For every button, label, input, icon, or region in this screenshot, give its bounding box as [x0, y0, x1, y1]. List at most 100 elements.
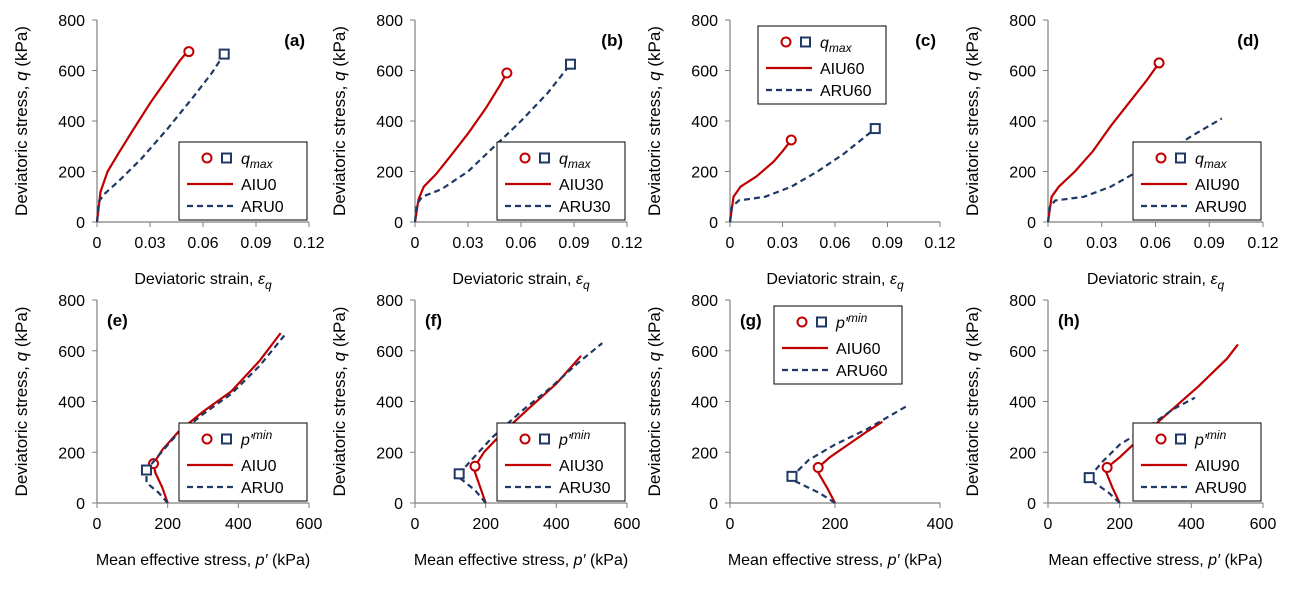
x-tick-label: 0.03	[767, 235, 798, 252]
legend-square-icon	[1175, 152, 1186, 164]
x-tick-label: 400	[1178, 516, 1205, 533]
legend-aiu-label: AIU90	[1195, 177, 1240, 194]
series-line-aiu30	[474, 355, 582, 504]
legend: qmax AIU30 ARU30	[496, 141, 626, 221]
legend-square-icon	[539, 433, 550, 445]
y-tick-label: 400	[1009, 395, 1036, 412]
panel-label: (a)	[284, 31, 305, 50]
panel-label: (e)	[107, 311, 128, 330]
x-tick-label: 0	[411, 235, 420, 252]
x-tick-label: 600	[296, 516, 323, 533]
y-tick-label: 600	[1009, 344, 1036, 361]
x-tick-label: 0.09	[240, 235, 271, 252]
series-line-aiu60	[817, 420, 883, 504]
y-tick-label: 400	[1009, 114, 1036, 131]
y-tick-label: 800	[58, 13, 85, 30]
panel-label: (f)	[425, 311, 442, 330]
panel-c: 0 200 400 600 800 0 0.03 0.06 0.09 0.12 Deviatoric…	[645, 13, 956, 292]
y-tick-label: 800	[691, 293, 718, 310]
marker-aru60	[869, 123, 881, 135]
x-tick-label: 0	[93, 235, 102, 252]
y-tick-label: 400	[376, 114, 403, 131]
y-tick-label: 0	[76, 496, 85, 513]
panel-label: (h)	[1058, 311, 1080, 330]
panel-f: 0 200 400 600 800 0 200 400 600 Deviatoric stress…	[330, 293, 640, 569]
legend: p′min AIU30 ARU30	[496, 422, 626, 502]
marker-aru90	[1083, 472, 1095, 484]
legend-circle-icon	[1155, 152, 1167, 164]
y-tick-label: 600	[376, 64, 403, 81]
x-tick-label: 0.12	[1247, 235, 1278, 252]
series-line-aiu0	[95, 50, 190, 223]
y-tick-label: 0	[394, 215, 403, 232]
x-tick-label: 0.06	[505, 235, 536, 252]
panel-label: (c)	[915, 31, 936, 50]
y-tick-label: 0	[709, 496, 718, 513]
y-tick-label: 400	[58, 114, 85, 131]
y-tick-label: 800	[691, 13, 718, 30]
x-tick-label: 0.06	[1140, 235, 1171, 252]
x-tick-label: 0.09	[1194, 235, 1225, 252]
y-tick-label: 800	[376, 13, 403, 30]
legend-circle-icon	[780, 36, 792, 48]
legend-marker-label: qmax	[241, 151, 274, 171]
series-line-aru60	[728, 127, 876, 223]
legend-aiu-label: AIU30	[559, 177, 604, 194]
legend-aiu-label: AIU30	[559, 458, 604, 475]
legend: qmax AIU0 ARU0	[178, 141, 308, 221]
legend-marker-label: qmax	[559, 151, 592, 171]
y-tick-label: 400	[376, 395, 403, 412]
series-line-aru60	[790, 405, 907, 504]
legend-square-icon	[221, 433, 232, 445]
legend-marker-label: p′min	[835, 311, 868, 332]
series-line-aru0	[95, 53, 226, 223]
marker-aiu0	[183, 46, 195, 58]
legend-aru-label: ARU30	[559, 480, 611, 497]
y-tick-label: 200	[58, 445, 85, 462]
y-axis-label: Deviatoric stress, q (kPa)	[963, 26, 982, 216]
x-tick-label: 0	[411, 516, 420, 533]
series-line-aiu0	[152, 332, 282, 504]
legend-aiu-label: AIU0	[241, 458, 277, 475]
legend-marker-label: p′min	[1194, 428, 1227, 449]
legend-box	[496, 422, 626, 502]
y-tick-label: 0	[709, 215, 718, 232]
x-tick-label: 200	[472, 516, 499, 533]
y-tick-label: 600	[1009, 64, 1036, 81]
x-tick-label: 0	[1044, 235, 1053, 252]
x-axis-label: Mean effective stress, p′ (kPa)	[1048, 552, 1262, 569]
y-tick-label: 200	[376, 165, 403, 182]
legend: qmax AIU60 ARU60	[757, 25, 887, 105]
marker-aru0	[140, 464, 152, 476]
y-tick-label: 200	[58, 165, 85, 182]
x-axis-label: Mean effective stress, p′ (kPa)	[96, 552, 310, 569]
y-tick-label: 800	[1009, 293, 1036, 310]
series-line-aru30	[458, 342, 603, 504]
y-tick-label: 0	[76, 215, 85, 232]
y-tick-label: 0	[1027, 215, 1036, 232]
y-axis-label: Deviatoric stress, q (kPa)	[12, 307, 31, 497]
legend-circle-icon	[201, 152, 213, 164]
legend-aiu-label: AIU60	[820, 61, 865, 78]
panel-a: 0 200 400 600 800 0 0.03 0.06 0.09 0.12 Deviatoric…	[12, 13, 325, 292]
series-line-aru0	[145, 334, 286, 504]
x-axis-label: Mean effective stress, p′ (kPa)	[414, 552, 628, 569]
legend-square-icon	[800, 36, 811, 48]
x-tick-label: 0.12	[611, 235, 642, 252]
x-tick-label: 0.09	[558, 235, 589, 252]
marker-aru60	[786, 470, 798, 482]
marker-aiu30	[469, 460, 481, 472]
series-line-aiu60	[728, 139, 793, 223]
y-axis-label: Deviatoric stress, q (kPa)	[963, 307, 982, 497]
series-line-aiu90	[1104, 343, 1239, 504]
legend: p′min AIU0 ARU0	[178, 422, 308, 502]
marker-aru30	[564, 58, 576, 70]
marker-aiu30	[501, 67, 513, 79]
legend-aru-label: ARU0	[241, 480, 284, 497]
panel-label: (g)	[740, 311, 762, 330]
x-tick-label: 0.03	[134, 235, 165, 252]
y-tick-label: 200	[691, 165, 718, 182]
legend-aru-label: ARU60	[836, 363, 888, 380]
panel-g: 0 200 400 600 800 0 200 400 Deviatoric stress, q…	[645, 293, 953, 569]
